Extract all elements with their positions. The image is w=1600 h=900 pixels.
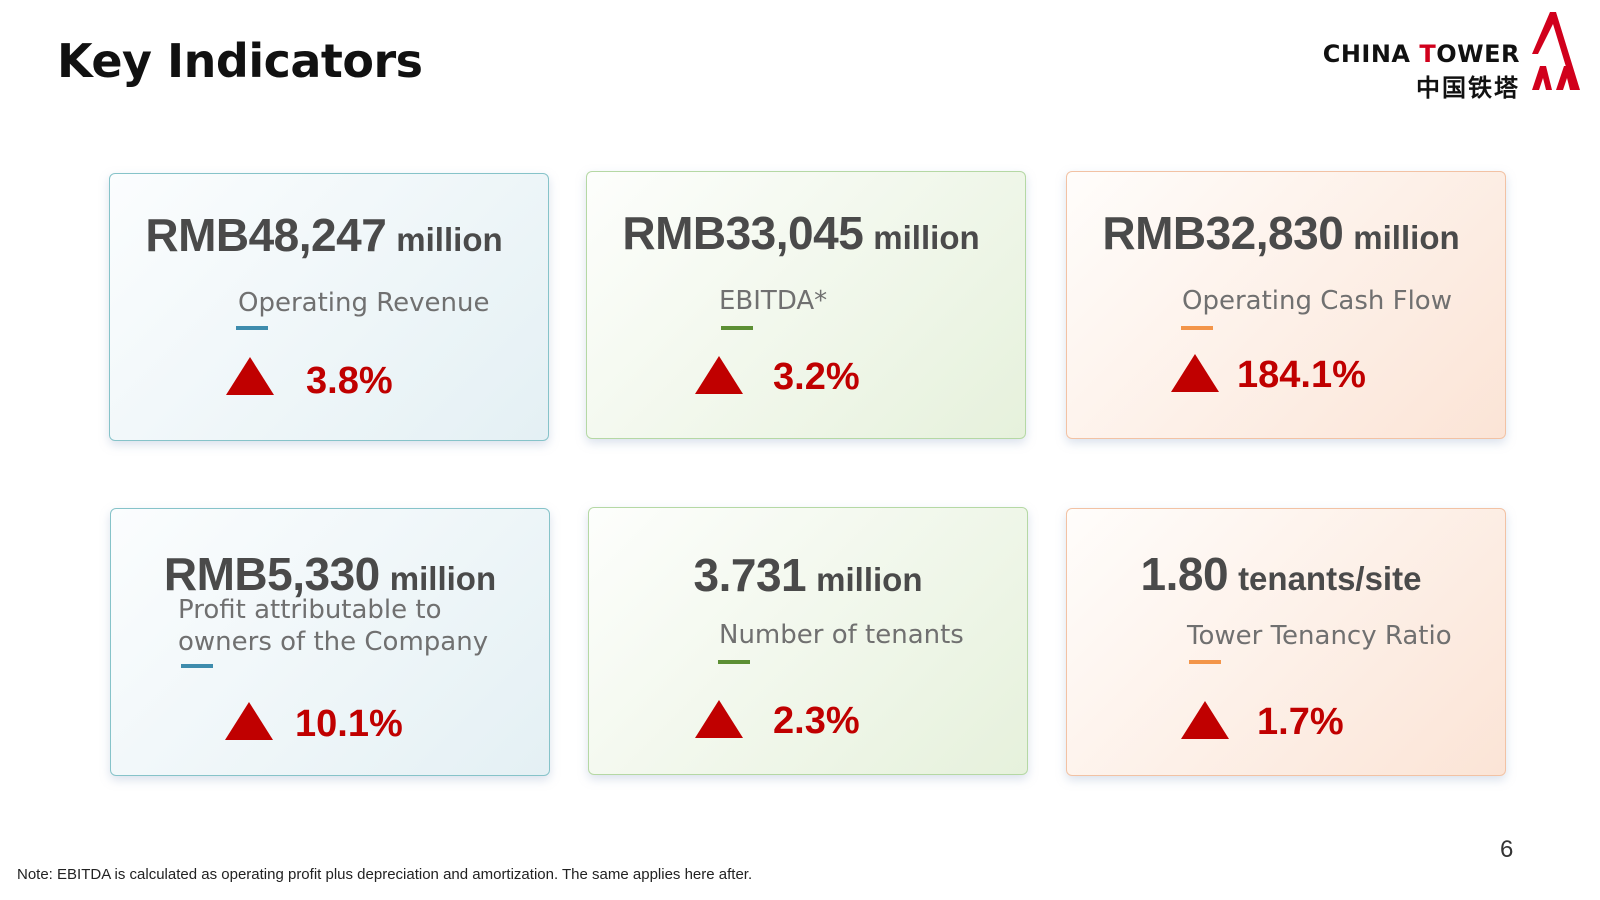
card-label: Number of tenants <box>719 620 964 650</box>
footnote: Note: EBITDA is calculated as operating … <box>17 866 753 883</box>
logo-text-en: CHINA TOWER <box>1322 40 1520 68</box>
page-title: Key Indicators <box>57 34 423 88</box>
card-change: 3.2% <box>773 356 860 398</box>
tower-logo-icon <box>1532 12 1580 90</box>
up-triangle-icon <box>225 702 273 740</box>
card-tower-tenancy-ratio: 1.80 tenants/site Tower Tenancy Ratio 1.7… <box>1066 508 1506 776</box>
card-value: RMB48,247 million <box>145 209 503 261</box>
china-tower-logo: CHINA TOWER 中国铁塔 <box>1320 12 1582 102</box>
card-value: 1.80 tenants/site <box>1140 548 1422 600</box>
card-change: 1.7% <box>1257 701 1344 743</box>
card-ebitda: RMB33,045 million EBITDA* 3.2% <box>586 171 1026 439</box>
card-label-line2: owners of the Company <box>178 627 489 657</box>
card-value: 3.731 million <box>693 549 923 601</box>
card-change: 184.1% <box>1237 354 1366 396</box>
accent-bar <box>1181 326 1213 330</box>
card-change: 2.3% <box>773 700 860 742</box>
up-triangle-icon <box>1171 354 1219 392</box>
card-label: Operating Cash Flow <box>1182 286 1452 316</box>
up-triangle-icon <box>695 356 743 394</box>
card-change: 3.8% <box>306 360 393 402</box>
card-change: 10.1% <box>295 703 403 745</box>
card-value: RMB32,830 million <box>1102 207 1460 259</box>
card-label: Operating Revenue <box>238 288 490 318</box>
accent-bar <box>718 660 750 664</box>
accent-bar <box>236 326 268 330</box>
page-number: 6 <box>1500 836 1514 863</box>
accent-bar <box>721 326 753 330</box>
card-operating-cash-flow: RMB32,830 million Operating Cash Flow 184… <box>1066 171 1506 439</box>
card-label: EBITDA* <box>719 286 828 316</box>
card-operating-revenue: RMB48,247 million Operating Revenue 3.8% <box>109 173 549 441</box>
accent-bar <box>1189 660 1221 664</box>
up-triangle-icon <box>1181 701 1229 739</box>
accent-bar <box>181 664 213 668</box>
up-triangle-icon <box>226 357 274 395</box>
logo-text-zh: 中国铁塔 <box>1416 74 1520 102</box>
card-profit-attributable: RMB5,330 million Profit attributable to o… <box>110 508 550 776</box>
card-number-of-tenants: 3.731 million Number of tenants 2.3% <box>588 507 1028 775</box>
card-value: RMB33,045 million <box>622 207 980 259</box>
card-label-line1: Profit attributable to <box>178 595 442 625</box>
up-triangle-icon <box>695 700 743 738</box>
card-value: RMB5,330 million <box>163 548 497 600</box>
card-label: Tower Tenancy Ratio <box>1187 621 1452 651</box>
